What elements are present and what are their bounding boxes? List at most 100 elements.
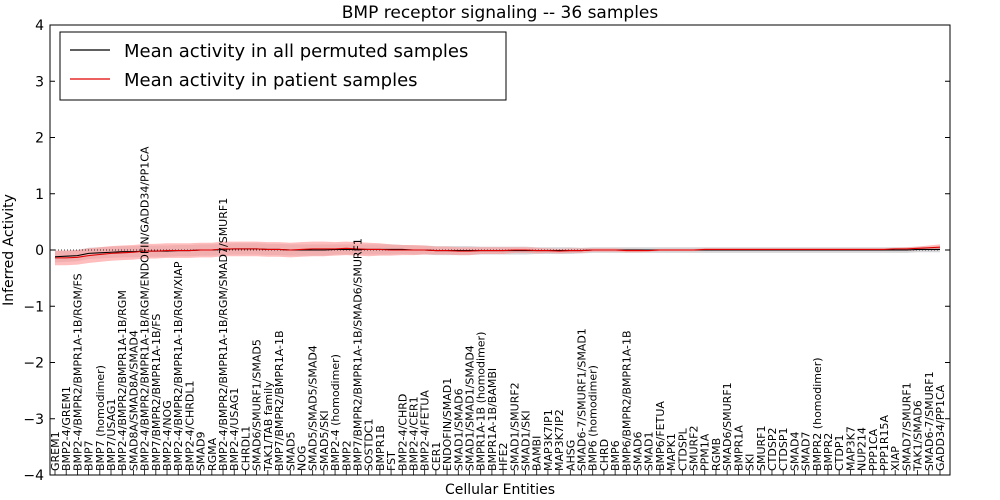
category-label: BMP7 xyxy=(83,440,96,471)
y-tick-label: 3 xyxy=(35,74,44,90)
category-label: SMAD7 xyxy=(800,432,813,471)
y-tick-label: 2 xyxy=(35,131,44,147)
category-label: XIAP xyxy=(889,446,902,471)
category-label: PPP1R15A xyxy=(878,414,891,471)
category-label: BMP2-4/NOG xyxy=(161,400,174,471)
category-label: BMP6/BMPR2/BMPR1A-1B xyxy=(620,330,633,471)
category-label: BMP2-4/BMPR2/BMPR1A-1B/RGM/FS xyxy=(71,273,84,471)
plot-area xyxy=(54,241,941,266)
category-label: BMP2-4/FETUA xyxy=(419,390,432,471)
category-label: SMAD6 xyxy=(632,432,645,471)
category-label: MAP3K7IP2 xyxy=(553,409,566,471)
category-label: SMAD6/SMURF1 xyxy=(721,382,734,471)
category-label: SMAD4 xyxy=(788,432,801,471)
band-patient xyxy=(55,241,940,266)
category-label: MAPK1 xyxy=(665,433,678,471)
category-label: CER1 xyxy=(430,442,443,471)
plot-frame xyxy=(49,24,951,476)
y-tick-label: −1 xyxy=(23,299,44,315)
x-axis-label: Cellular Entities xyxy=(445,482,555,498)
category-label: BMP7/USAG1 xyxy=(105,399,118,471)
category-label: BMP6/FETUA xyxy=(654,401,667,471)
chart-title: BMP receptor signaling -- 36 samples xyxy=(342,3,659,23)
category-label: ENDOFIN/SMAD1 xyxy=(441,378,454,471)
category-label: BMPR2 (homodimer) xyxy=(811,357,824,471)
category-label: BMP7/BMPR2/BMPR1A-1B xyxy=(273,330,286,471)
category-label: TAK1/TAB family xyxy=(262,381,275,472)
category-label: BMP2-4/BMPR2/BMPR1A-1B/RGM xyxy=(116,290,129,471)
legend-box xyxy=(59,31,507,101)
category-label: SMAD8A/SMAD8A/SMAD4 xyxy=(127,330,140,471)
category-label: BMP2-4/BMPR2/BMPR1A-1B/RGM/ENDOFIN/GADD3… xyxy=(139,146,152,471)
y-tick-label: 0 xyxy=(35,243,44,259)
category-label: MAP3K7IP1 xyxy=(542,409,555,471)
legend-label-permuted: Mean activity in all permuted samples xyxy=(124,41,468,62)
category-label: SMAD5/SMAD5/SMAD4 xyxy=(307,345,320,471)
category-label: BMP2-4 (homodimer) xyxy=(329,354,342,471)
category-label: NOG xyxy=(295,446,308,471)
category-label: CHRD xyxy=(598,439,611,471)
category-label: BMPR2 xyxy=(822,433,835,471)
category-label: PPM1A xyxy=(699,433,712,471)
category-label: SMAD5 xyxy=(284,432,297,471)
category-label: SMAD1/SKI xyxy=(520,410,533,471)
category-label: BMP2-4/CER1 xyxy=(407,396,420,471)
category-label: BMP2-4/BMPR2/BMPR1A-1B/RGM/XIAP xyxy=(172,261,185,471)
y-axis-label: Inferred Activity xyxy=(1,194,17,306)
category-label: SMAD6-7/SMURF1 xyxy=(923,371,936,471)
category-label: CTDSP1 xyxy=(777,428,790,471)
category-label: BMP2 xyxy=(340,440,353,471)
category-label: HFE2 xyxy=(497,442,510,471)
category-label: RGMB xyxy=(710,438,723,471)
category-label: SMAD1/SMAD1/SMAD4 xyxy=(463,345,476,471)
category-label: SMAD9 xyxy=(195,432,208,471)
category-label: CTDP1 xyxy=(833,434,846,471)
x-axis-ticks xyxy=(54,470,941,475)
category-label: SKI xyxy=(744,454,757,471)
legend: Mean activity in all permuted samples Me… xyxy=(59,31,507,101)
category-label: BMPR1A-1B (homodimer) xyxy=(475,332,488,471)
category-label: BAMBI xyxy=(531,436,544,471)
category-label: BMPR1B xyxy=(374,425,387,471)
category-label: CTDSPL xyxy=(676,428,689,471)
category-label: SMAD6-7/SMURF1/SMAD1 xyxy=(576,328,589,471)
category-label: GADD34/PP1CA xyxy=(934,384,947,471)
category-label: BMP7/BMPR2/BMPR1A-1B/FS xyxy=(150,314,163,471)
y-tick-label: 1 xyxy=(35,187,44,203)
category-label: SOSTDC1 xyxy=(363,419,376,472)
category-label: BMP7 (homodimer) xyxy=(94,365,107,471)
category-label: BMP7/BMPR2/BMPR1A-1B/SMAD6/SMURF1 xyxy=(351,238,364,471)
category-label: BMP2-4/BMPR2/BMPR1A-1B/RGM/SMAD7/SMURF1 xyxy=(217,198,230,471)
category-label: SMURF1 xyxy=(755,426,768,472)
category-label: CTDSP2 xyxy=(766,428,779,471)
category-label: NUP214 xyxy=(856,427,869,471)
category-label: SMAD1 xyxy=(643,432,656,471)
category-label: SMURF2 xyxy=(688,426,701,472)
category-label: SMAD1/SMAD6 xyxy=(452,388,465,471)
category-label: BMPR1A xyxy=(732,425,745,471)
y-axis-ticks: −4 −3 −2 −1 0 1 2 3 4 xyxy=(23,18,950,484)
category-label: BMP2-4/GREM1 xyxy=(60,386,73,471)
category-labels: GREM1BMP2-4/GREM1BMP2-4/BMPR2/BMPR1A-1B/… xyxy=(49,146,947,472)
series-line-patient xyxy=(55,246,941,259)
category-label: PPP1CA xyxy=(867,428,880,471)
category-label: MAP3K7 xyxy=(844,426,857,471)
category-label: AHSG xyxy=(564,440,577,471)
category-label: BMP6 xyxy=(609,440,622,471)
category-label: BMPR1A-1B/BAMBI xyxy=(486,368,499,471)
y-tick-label: −3 xyxy=(23,412,44,428)
category-label: SMAD5/SKI xyxy=(318,410,331,471)
category-label: RGMA xyxy=(206,437,219,471)
y-tick-label: −4 xyxy=(23,468,44,484)
category-label: BMP2-4/USAG1 xyxy=(228,388,241,471)
y-tick-label: −2 xyxy=(23,356,44,372)
category-label: SMAD6/SMURF1/SMAD5 xyxy=(251,339,264,471)
category-label: SMAD7/SMURF1 xyxy=(900,382,913,471)
category-label: FST xyxy=(385,451,398,471)
category-label: BMP2-4/CHRDL1 xyxy=(183,380,196,471)
category-label: SMAD1/SMURF2 xyxy=(508,382,521,471)
category-label: TAK1/SMAD6 xyxy=(912,400,925,472)
category-label: BMP2-4/CHRD xyxy=(396,394,409,471)
category-label: BMP6 (homodimer) xyxy=(587,365,600,471)
